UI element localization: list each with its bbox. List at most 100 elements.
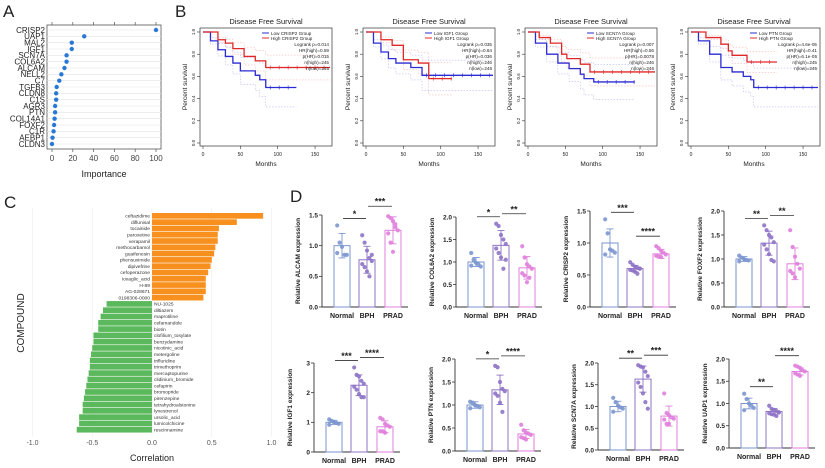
significance-label: ***: [651, 346, 662, 356]
survival-curve-high: [691, 31, 777, 63]
correlation-bar: [89, 357, 152, 364]
survival-curve-low: [528, 31, 635, 83]
x-tick-label: 0: [202, 152, 205, 158]
y-tick-label: 0.0: [309, 304, 318, 311]
category-label: Normal: [606, 456, 630, 463]
data-point: [498, 255, 504, 260]
panel-label-b: B: [175, 2, 186, 21]
data-point: [522, 255, 527, 260]
data-point: [360, 233, 365, 238]
stat-label: n(high)=245: [792, 60, 817, 65]
category-label: BPH: [767, 454, 782, 461]
plot-frame: [687, 27, 821, 147]
data-point: [469, 263, 474, 268]
x-tick-label: 150: [311, 152, 320, 158]
y-axis-label: Relative UAP1 expression: [702, 363, 709, 443]
y-tick-label: 1.0: [716, 401, 725, 408]
category-label: C1S: [29, 95, 45, 104]
stat-label: HR(high)=0.56: [624, 48, 654, 53]
stat-label: n(high)=245: [304, 60, 329, 65]
data-point: [369, 252, 374, 257]
compound-label: pirenzepine: [154, 396, 180, 402]
correlation-bar: [79, 420, 152, 427]
data-point: [638, 384, 643, 390]
y-tick-label: 1.0: [354, 28, 359, 35]
data-point: [393, 222, 398, 227]
data-point: [503, 241, 508, 247]
stat-label: Logrank p=0.035: [457, 42, 492, 47]
legend-label: High IGF1 Group: [434, 36, 469, 41]
compound-label: NU-1025: [154, 302, 174, 308]
data-point: [361, 381, 366, 386]
compound-label: rescinnamine: [154, 427, 183, 433]
confidence-lower: [203, 31, 297, 108]
importance-point: [64, 59, 69, 64]
importance-point: [53, 97, 59, 102]
y-tick-label: 0.5: [585, 426, 594, 433]
category-label: Normal: [464, 313, 488, 320]
y-tick-label: 1.5: [442, 379, 451, 386]
y-tick-label: 0.5: [443, 282, 452, 289]
legend-label: Low PTN Group: [759, 31, 792, 36]
bar-normal: [467, 261, 485, 308]
survival-curve-low: [203, 31, 297, 89]
bar-bph: [765, 411, 783, 449]
category-label: Normal: [330, 313, 354, 320]
plot-title: Disease Free Survival: [229, 17, 303, 26]
compound-label: clidinium_bromide: [154, 377, 194, 383]
bar-bph: [626, 268, 644, 308]
category-label: PRAD: [785, 313, 805, 320]
category-label: PRAD: [516, 457, 536, 464]
confidence-lower: [366, 31, 493, 91]
data-point: [762, 242, 767, 247]
significance-label: ***: [375, 197, 386, 207]
correlation-bar: [103, 307, 152, 314]
y-tick-label: 2: [306, 390, 310, 397]
importance-point: [62, 65, 67, 71]
correlation-bar: [88, 370, 152, 376]
data-point: [387, 424, 392, 429]
category-label: PRAD: [659, 456, 679, 463]
category-label: BPH: [762, 313, 777, 320]
correlation-bar: [100, 313, 152, 320]
y-tick-label: 1.0: [679, 28, 684, 35]
compound-label: dipivefrine: [128, 264, 151, 270]
y-tick-label: 0.2: [354, 117, 359, 124]
significance-label: ***: [617, 203, 628, 213]
data-point: [742, 408, 747, 413]
y-tick-label: 3: [306, 360, 310, 367]
compound-label: nicotinic_acid: [154, 346, 184, 352]
plot-frame: [362, 27, 496, 147]
y-tick-label: 0.0: [191, 139, 196, 146]
confidence-upper: [528, 31, 635, 65]
category-label: BPH: [636, 456, 651, 463]
importance-point: [57, 78, 62, 83]
data-point: [360, 261, 365, 267]
correlation-bar: [152, 219, 237, 225]
correlation-bar: [152, 238, 218, 244]
y-tick-label: 0.8: [679, 51, 684, 58]
data-point: [390, 249, 396, 254]
x-axis-label: Months: [418, 161, 440, 168]
y-tick-label: 2.0: [716, 356, 725, 363]
stat-label: HR(high)=0.64: [462, 48, 492, 53]
category-label: AGR3: [23, 102, 45, 111]
data-point: [613, 400, 618, 405]
category-label: COL14A1: [10, 114, 46, 123]
y-axis-label: Percent survival: [182, 63, 189, 110]
compound-label: ioxaglic_acid: [122, 277, 150, 283]
data-point: [742, 391, 747, 396]
km-plot: Disease Free Survival 0 50 100 150 0.0 0.2 0.4 0…: [507, 17, 658, 168]
legend-label: High SCN7A Group: [596, 36, 636, 41]
data-point: [790, 271, 795, 276]
correlation-bar: [98, 326, 152, 332]
category-label: BPH: [360, 313, 375, 320]
confidence-lower: [203, 31, 330, 81]
data-point: [388, 215, 393, 221]
x-tick-label: 100: [274, 152, 283, 158]
data-point: [792, 275, 798, 280]
x-tick-label: 40: [89, 154, 98, 163]
survival-curve-low: [691, 31, 818, 89]
compound-label: cefamandole: [154, 321, 182, 327]
